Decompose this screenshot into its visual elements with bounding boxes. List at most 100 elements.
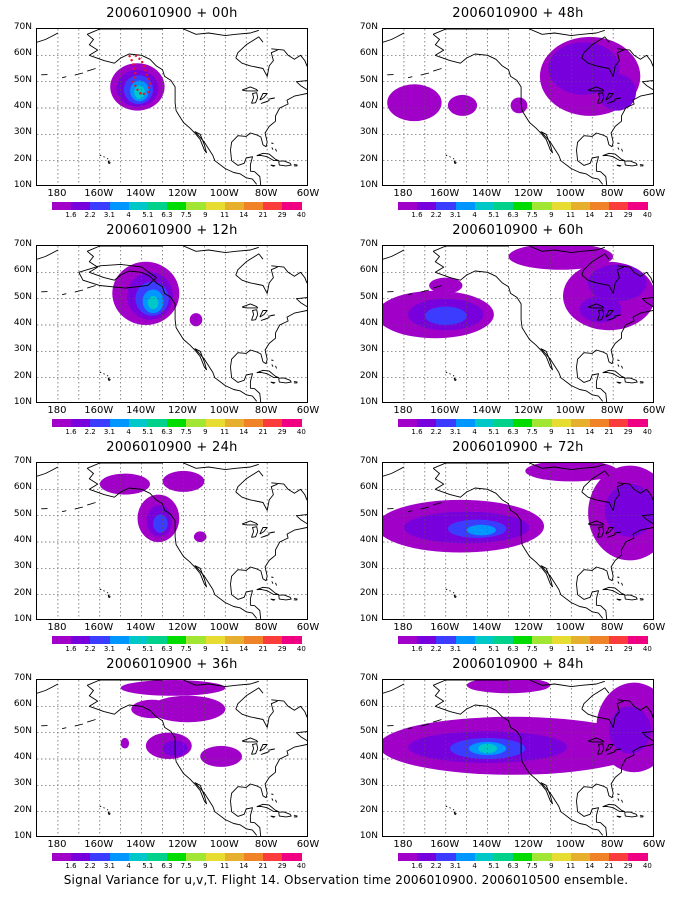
coastline [99, 805, 102, 808]
variance-field [579, 296, 622, 323]
coastline [433, 29, 509, 35]
colorbar-swatch [71, 636, 91, 644]
colorbar-label: 6.3 [507, 862, 519, 870]
coastline [106, 374, 109, 377]
coastline [614, 314, 621, 317]
coastline [87, 29, 163, 35]
colorbar-swatch [513, 853, 533, 861]
coastline [260, 534, 270, 538]
coastline [271, 48, 307, 91]
colorbar-swatch [494, 853, 514, 861]
colorbar-label: 6.3 [161, 428, 173, 436]
coastline [74, 506, 84, 510]
colorbar-label: 2.2 [430, 645, 442, 653]
coastline [617, 364, 620, 367]
x-tick-label: 160W [84, 405, 114, 416]
x-tick-label: 120W [513, 188, 543, 199]
y-tick-label: 70N [13, 456, 32, 466]
colorbar-label: 1.6 [411, 428, 423, 436]
y-tick-label: 20N [13, 587, 32, 598]
colorbar-swatch [398, 636, 418, 644]
x-tick-label: 120W [513, 622, 543, 633]
y-tick-label: 50N [359, 725, 378, 736]
coastline [235, 687, 264, 710]
coastline [256, 803, 280, 813]
coastline [61, 510, 67, 513]
coastline [37, 249, 59, 260]
colorbar-label: 29 [277, 211, 287, 219]
coastline [433, 680, 509, 686]
colorbar-label: 14 [239, 211, 249, 219]
coastline [107, 594, 111, 599]
x-tick-label: 180 [393, 188, 413, 199]
variance-field [147, 296, 159, 310]
colorbar-swatch [532, 636, 552, 644]
colorbar-label: 7.5 [526, 428, 538, 436]
colorbar-swatch [494, 636, 514, 644]
x-tick-label: 180 [47, 188, 67, 199]
colorbar-label: 21 [604, 428, 614, 436]
coastline [432, 467, 604, 619]
coastline [87, 719, 96, 723]
coastline [271, 699, 307, 742]
variance-field [131, 699, 173, 719]
panel-title: 2006010900 + 24h [106, 440, 238, 455]
colorbar-label: 29 [623, 211, 633, 219]
y-tick-label: 20N [359, 370, 378, 381]
y-tick-label: 40N [359, 535, 378, 545]
variance-field [193, 531, 207, 542]
coastline [103, 373, 105, 375]
coastline [256, 152, 280, 162]
coastline [86, 250, 258, 402]
x-tick-label: 120W [167, 622, 197, 633]
coastline [106, 808, 109, 811]
y-tick-label: 10N [359, 397, 378, 407]
coastline [383, 683, 405, 694]
coastline [420, 723, 430, 727]
colorbar-label: 29 [623, 862, 633, 870]
colorbar-label: 1.6 [65, 428, 77, 436]
coastline [576, 309, 653, 402]
y-tick-label: 20N [13, 153, 32, 164]
colorbar-swatch [436, 202, 456, 210]
coastline [183, 246, 259, 254]
colorbar-label: 6.3 [161, 211, 173, 219]
colorbar-label: 14 [585, 211, 595, 219]
colorbar-swatch [224, 853, 244, 861]
colorbar-swatch [455, 853, 475, 861]
x-tick-label: 180 [47, 839, 67, 850]
colorbar-label: 4 [126, 862, 131, 870]
variance-field [588, 264, 647, 302]
colorbar-swatch [513, 202, 533, 210]
colorbar-swatch [148, 636, 168, 644]
colorbar-swatch [417, 853, 437, 861]
y-tick-label: 30N [13, 778, 32, 789]
x-tick-label: 140W [472, 405, 502, 416]
colorbar-swatch [513, 636, 533, 644]
variance-field [120, 680, 226, 696]
panel-title: 2006010900 + 72h [452, 440, 584, 455]
coastline [602, 369, 626, 379]
y-tick-label: 40N [359, 318, 378, 328]
colorbar-label: 9 [203, 211, 208, 219]
coastline [293, 164, 298, 167]
coastline [587, 520, 605, 526]
coastline [275, 582, 278, 586]
x-tick-label: 160W [84, 839, 114, 850]
coastline [278, 594, 292, 601]
y-tick-label: 10N [13, 831, 32, 841]
colorbar-swatch [532, 853, 552, 861]
y-tick-label: 60N [359, 482, 378, 493]
coastline [605, 93, 614, 101]
coastline [639, 164, 644, 167]
colorbar-swatch [455, 202, 475, 210]
y-tick-label: 30N [13, 127, 32, 138]
coastline [251, 309, 259, 321]
coastline [230, 526, 307, 619]
colorbar-label: 3.1 [103, 428, 115, 436]
coastline [432, 250, 604, 402]
coastline [420, 72, 430, 76]
coastline [251, 743, 259, 755]
colorbar-swatch [590, 202, 610, 210]
colorbar-label: 5.1 [488, 211, 500, 219]
